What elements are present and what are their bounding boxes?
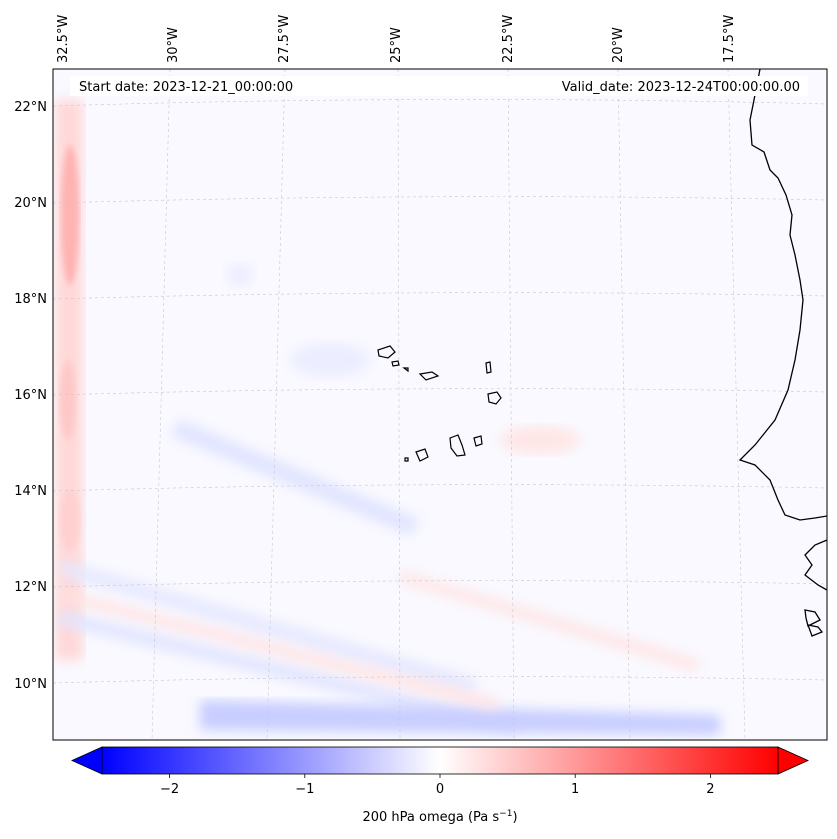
coastline	[738, 69, 827, 637]
lat-labels: 22°N 20°N 18°N 16°N 14°N 12°N 10°N	[14, 100, 47, 692]
gridline-lat	[52, 388, 828, 396]
island-fogo	[415, 448, 429, 462]
colorbar-bar	[102, 747, 778, 774]
island-maio	[473, 435, 483, 447]
island-sal	[485, 361, 492, 374]
island-santiago	[449, 434, 466, 457]
colorbar-extend-min	[71, 746, 103, 775]
island-brava	[404, 457, 409, 462]
lon-label: 32.5°W	[56, 15, 71, 63]
coastline-islands	[806, 624, 824, 637]
island-santa-luzia	[402, 367, 409, 373]
lat-label: 16°N	[14, 388, 47, 403]
colorbar-tick-label: 0	[436, 782, 444, 797]
valid-date: Valid_date: 2023-12-24T00:00:00.00	[562, 80, 800, 95]
lon-label: 17.5°W	[722, 15, 737, 63]
island-boa-vista	[487, 391, 502, 405]
gridline-lat	[52, 484, 828, 492]
gridline-lon	[151, 68, 171, 741]
omega-field	[55, 100, 720, 735]
start-date: Start date: 2023-12-21_00:00:00	[79, 80, 293, 95]
lat-label: 20°N	[14, 196, 47, 211]
field-band-blue	[60, 610, 520, 735]
map-frame	[52, 68, 828, 741]
gridline-lon	[266, 68, 286, 741]
lat-label: 14°N	[14, 484, 47, 499]
graticule	[52, 68, 828, 741]
map-panel: Start date: 2023-12-21_00:00:00 Valid_da…	[52, 68, 828, 741]
colorbar-tick-label: −1	[295, 782, 314, 797]
coastline-mainland	[738, 69, 827, 521]
colorbar-extend-max	[777, 746, 809, 775]
gridline-lon	[617, 68, 631, 741]
lon-labels: 32.5°W 30°W 27.5°W 25°W 22.5°W 20°W 17.5…	[56, 15, 737, 63]
field-band-red	[60, 590, 500, 710]
field-patch-blue	[226, 263, 254, 287]
gridline-lat	[52, 676, 828, 684]
island-sao-nicolau	[418, 371, 440, 381]
lon-label: 25°W	[389, 27, 404, 63]
lat-label: 10°N	[14, 677, 47, 692]
lon-label: 22.5°W	[501, 15, 516, 63]
gridline-lon	[727, 68, 746, 741]
colorbar-ticks: −2 −1 0 1 2	[160, 774, 715, 797]
field-band-blue-strong	[200, 700, 720, 735]
gridline-lon	[397, 68, 401, 741]
field-patch-red	[60, 490, 80, 550]
header-box	[70, 76, 808, 96]
lon-label: 20°W	[611, 27, 626, 63]
lat-label: 18°N	[14, 292, 47, 307]
lon-label: 27.5°W	[277, 15, 292, 63]
field-band-red	[400, 570, 700, 672]
gridline-lat	[52, 580, 828, 588]
field-patch-red-strong	[61, 145, 79, 285]
gridline-lat	[52, 292, 828, 300]
colorbar-tick-label: −2	[160, 782, 179, 797]
colorbar-tick-label: 2	[706, 782, 714, 797]
gridline-lat	[52, 196, 828, 204]
gridline-lat	[52, 99, 828, 107]
lat-label: 22°N	[14, 100, 47, 115]
field-band-blue	[170, 420, 420, 535]
colorbar: −2 −1 0 1 2 200 hPa omega (Pa s−1)	[71, 746, 809, 825]
coastline-guinea-bissau	[804, 539, 827, 591]
field-patch-blue	[290, 342, 370, 378]
gridline-lon	[507, 68, 515, 741]
island-santo-antao	[377, 345, 396, 359]
colorbar-tick-label: 1	[571, 782, 579, 797]
lat-label: 12°N	[14, 580, 47, 595]
field-patch-red	[60, 360, 76, 440]
field-patch-red	[500, 426, 580, 454]
coastline-islands	[804, 609, 821, 627]
colorbar-label: 200 hPa omega (Pa s−1)	[362, 809, 517, 825]
lon-label: 30°W	[166, 27, 181, 63]
island-sao-vicente	[391, 360, 400, 367]
cape-verde-islands	[377, 345, 502, 462]
